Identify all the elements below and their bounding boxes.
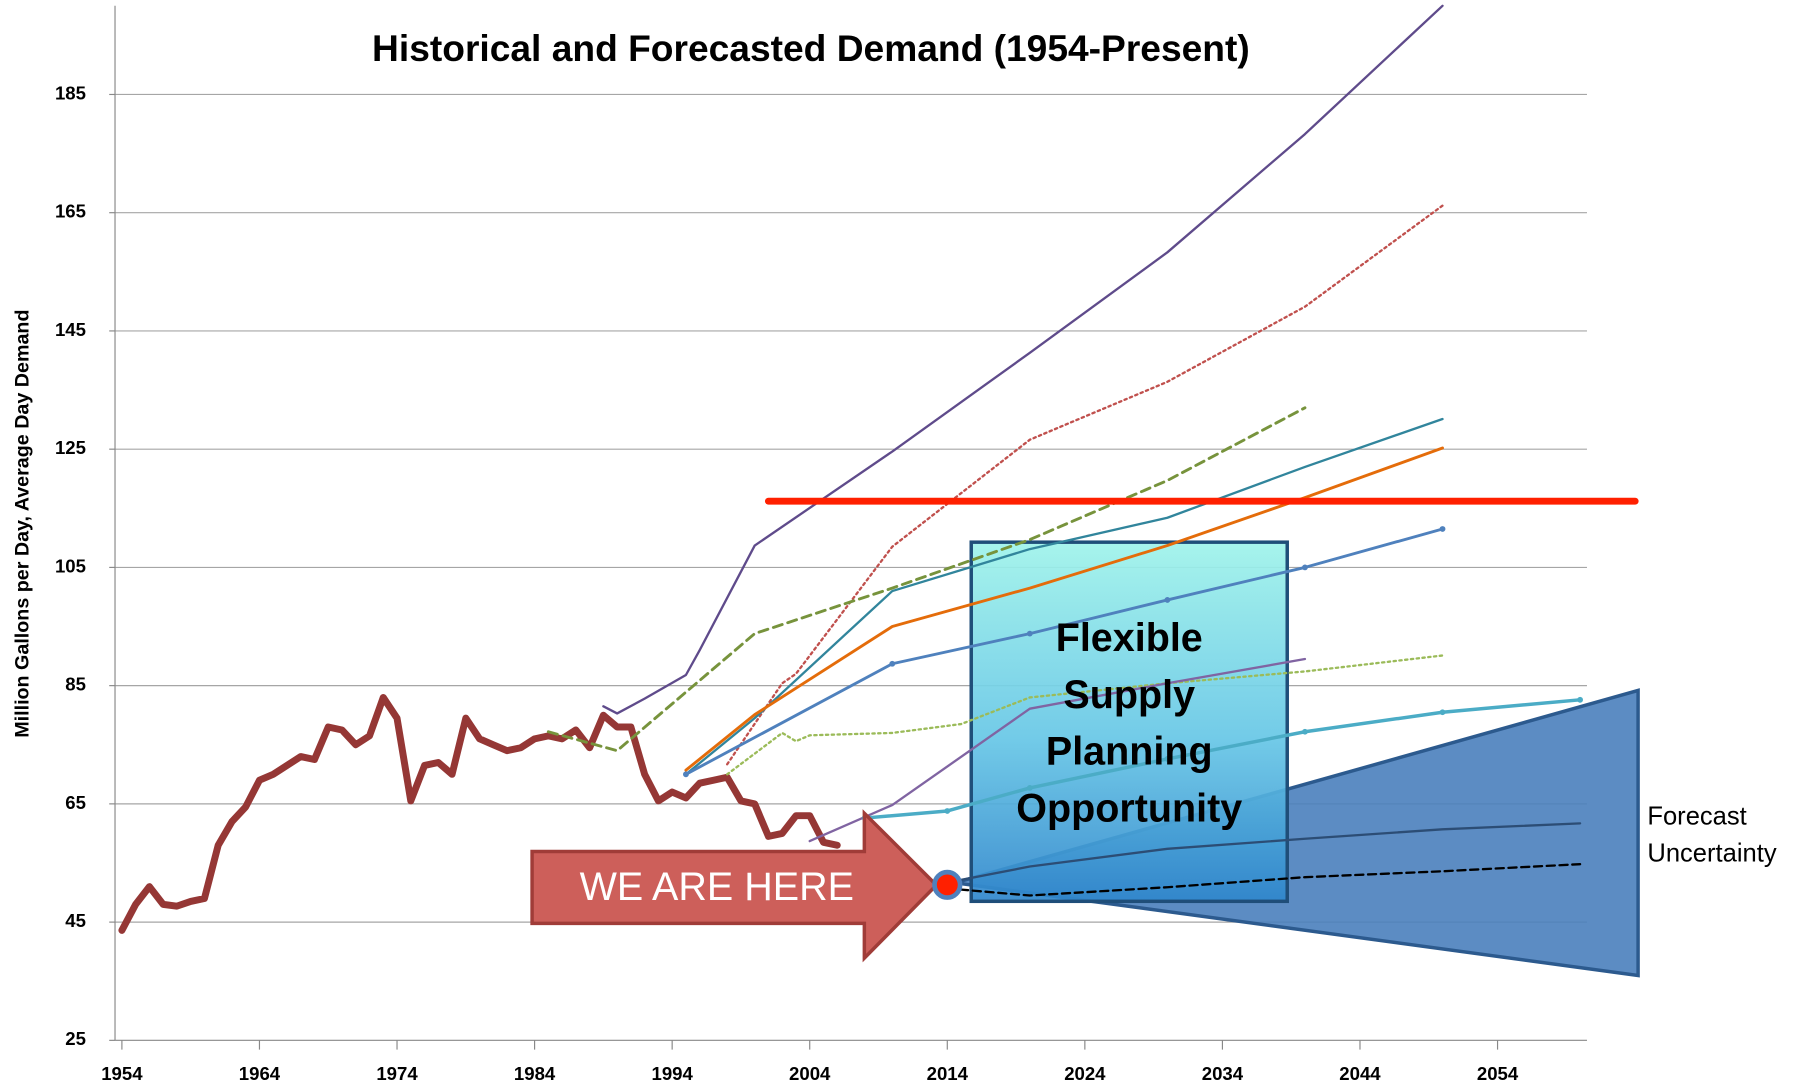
box-text: Flexible Supply Planning Opportunity (1016, 616, 1242, 830)
y-tick-label: 145 (55, 319, 86, 340)
series-line (946, 863, 1582, 897)
x-tick-label: 2004 (789, 1063, 831, 1084)
y-tick-label: 125 (55, 437, 86, 458)
series-line (602, 4, 1444, 715)
series-marker (1164, 756, 1171, 762)
series-line (726, 204, 1444, 766)
series-line (118, 693, 841, 934)
series-marker (889, 660, 896, 667)
x-tick-label: 1974 (376, 1063, 418, 1084)
series-marker (1439, 526, 1446, 532)
y-axis-label: Million Gallons per Day, Average Day Dem… (11, 310, 33, 738)
y-tick-label: 85 (65, 674, 86, 695)
series-line (684, 527, 1444, 776)
y-tick-label: 105 (55, 555, 86, 576)
arrow (530, 809, 939, 963)
x-tick-label: 2034 (1202, 1063, 1244, 1084)
series-marker (1164, 597, 1171, 603)
series-marker (1026, 630, 1033, 637)
x-tick-label: 1994 (651, 1063, 693, 1084)
series-line (684, 446, 1444, 772)
series-marker (1577, 696, 1583, 703)
x-tick-label: 2024 (1064, 1063, 1106, 1084)
series-marker (1302, 728, 1308, 735)
box-label: Planning (1046, 730, 1213, 774)
x-tick-label: 1954 (101, 1063, 143, 1084)
series-marker (1302, 564, 1308, 571)
lines (118, 4, 1583, 934)
current-point (932, 869, 963, 900)
series-marker (1439, 709, 1446, 716)
x-tick-label: 1964 (239, 1063, 281, 1084)
y-tick-label: 45 (65, 910, 86, 931)
series-line (946, 822, 1582, 884)
uncertainty-cone (954, 688, 1640, 978)
y-tick-label: 65 (65, 792, 86, 813)
cone-label: Uncertainty (1647, 840, 1776, 868)
box-label: Flexible (1056, 616, 1203, 660)
chart-title: Historical and Forecasted Demand (1954-P… (372, 27, 1250, 69)
series-marker (683, 771, 689, 778)
arrow-label: WE ARE HERE (580, 865, 854, 909)
x-tick-label: 2044 (1339, 1063, 1381, 1084)
x-tick-label: 2014 (927, 1063, 969, 1084)
y-tick-label: 25 (65, 1028, 86, 1049)
cone-label: Forecast (1647, 803, 1746, 831)
box-label: Opportunity (1016, 786, 1242, 830)
box-label: Supply (1063, 673, 1195, 717)
x-tick-label: 1984 (514, 1063, 556, 1084)
grid: 25 45 65 85 105 125 145 165 185 1954 1964 1974 1984 1… (55, 5, 1587, 1084)
series-line (684, 417, 1444, 776)
opportunity-box (969, 540, 1289, 904)
series-line (546, 406, 1307, 753)
series-line (726, 654, 1444, 776)
series-marker (944, 808, 951, 814)
y-tick-label: 185 (55, 82, 86, 103)
series-marker (1026, 785, 1033, 791)
x-tick-label: 2054 (1477, 1063, 1519, 1084)
y-tick-label: 165 (55, 201, 86, 222)
front: Forecast Uncertainty (764, 497, 1777, 900)
